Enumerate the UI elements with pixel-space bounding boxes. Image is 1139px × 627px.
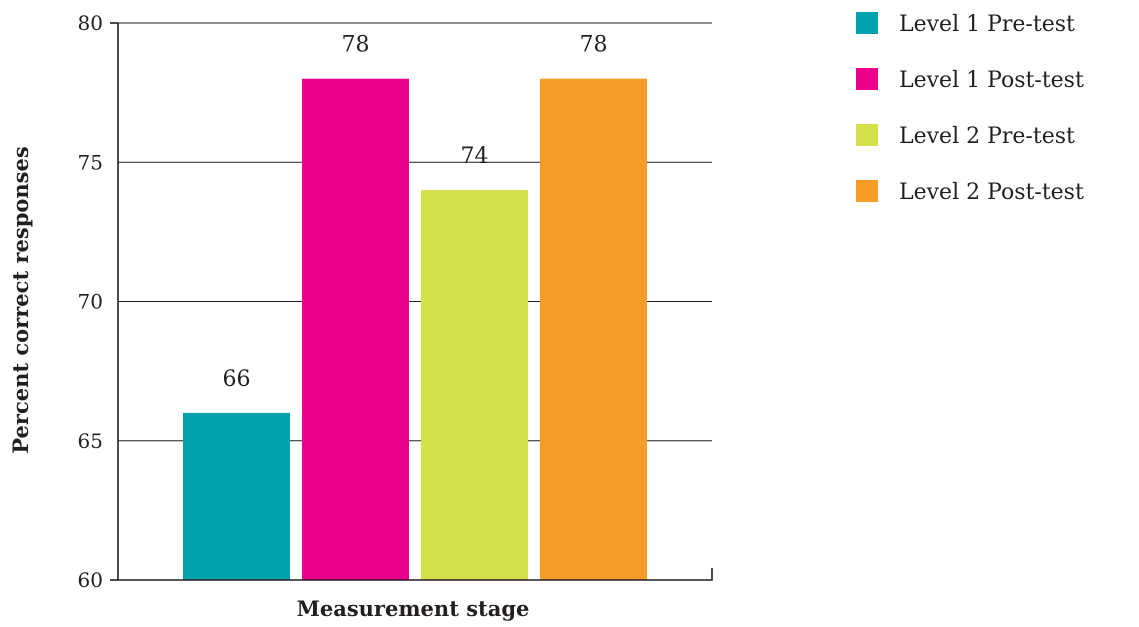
y-tick-label: 60 xyxy=(78,568,103,592)
legend-swatch-4 xyxy=(856,180,878,202)
y-tick-label: 75 xyxy=(78,150,103,174)
axis-lines xyxy=(117,23,713,581)
bar-1 xyxy=(183,412,290,580)
y-tick-label: 65 xyxy=(78,429,103,453)
y-tick-label: 80 xyxy=(78,11,103,35)
data-labels: 66 78 74 78 xyxy=(223,33,608,392)
legend-label-4: Level 2 Post-test xyxy=(899,180,1084,205)
bars xyxy=(183,78,647,580)
bar-4 xyxy=(540,78,647,580)
legend-swatch-2 xyxy=(856,68,878,90)
y-axis-title: Percent correct responses xyxy=(8,146,33,453)
x-axis-title: Measurement stage xyxy=(297,596,530,621)
bar-2 xyxy=(302,78,409,580)
axes: Percent correct responses Measurement st… xyxy=(8,11,713,621)
legend: Level 1 Pre-test Level 1 Post-test Level 2… xyxy=(856,12,1084,205)
bar-3 xyxy=(421,190,528,580)
legend-swatch-3 xyxy=(856,124,878,146)
legend-label-1: Level 1 Pre-test xyxy=(899,12,1075,37)
legend-label-3: Level 2 Pre-test xyxy=(899,124,1075,149)
legend-swatch-1 xyxy=(856,12,878,34)
data-label-3: 74 xyxy=(461,144,489,169)
data-label-2: 78 xyxy=(342,33,370,58)
y-tick-label: 70 xyxy=(78,290,103,314)
legend-label-2: Level 1 Post-test xyxy=(899,68,1084,93)
data-label-1: 66 xyxy=(223,367,251,392)
data-label-4: 78 xyxy=(580,33,608,58)
